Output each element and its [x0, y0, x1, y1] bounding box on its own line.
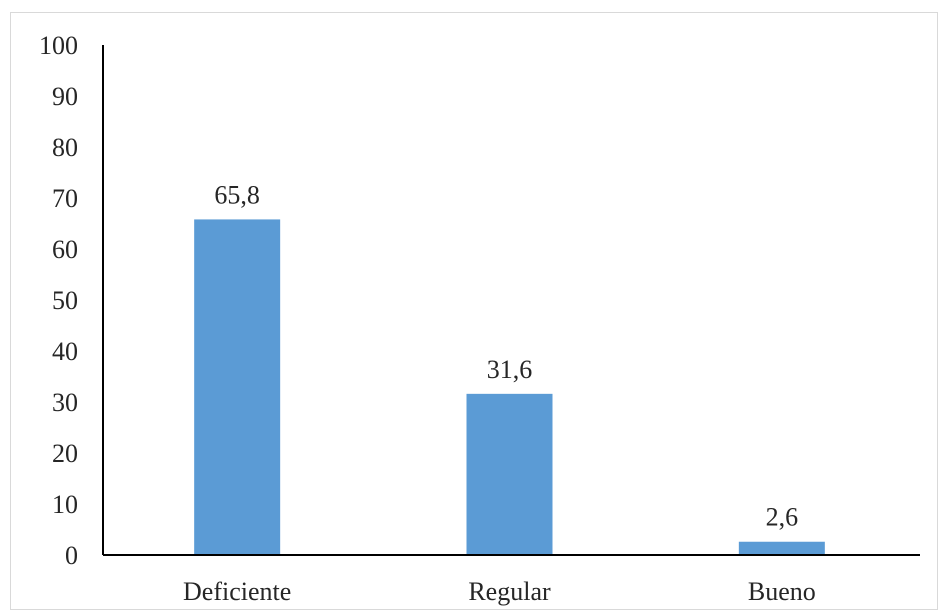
y-tick-label: 100 [39, 31, 78, 60]
y-tick-label: 60 [52, 235, 78, 264]
data-label-regular: 31,6 [487, 355, 533, 384]
data-label-deficiente: 65,8 [214, 180, 260, 209]
bar-bueno [738, 541, 825, 555]
y-tick-label: 40 [52, 337, 78, 366]
y-tick-label: 20 [52, 439, 78, 468]
y-tick-label: 90 [52, 82, 78, 111]
y-tick-label: 50 [52, 286, 78, 315]
x-axis-labels: Deficiente Regular Bueno [183, 577, 816, 606]
bar-regular [466, 393, 553, 555]
y-tick-label: 0 [65, 541, 78, 570]
y-tick-label: 80 [52, 133, 78, 162]
y-axis-ticks: 0 10 20 30 40 50 60 70 80 90 100 [39, 31, 78, 570]
y-tick-label: 70 [52, 184, 78, 213]
y-tick-label: 10 [52, 490, 78, 519]
x-tick-label-bueno: Bueno [748, 577, 816, 606]
data-labels: 65,8 31,6 2,6 [214, 180, 798, 531]
bar-deficiente [194, 219, 281, 556]
y-tick-label: 30 [52, 388, 78, 417]
x-tick-label-regular: Regular [468, 577, 551, 606]
bars [194, 219, 825, 556]
x-tick-label-deficiente: Deficiente [183, 577, 291, 606]
data-label-bueno: 2,6 [766, 503, 799, 532]
